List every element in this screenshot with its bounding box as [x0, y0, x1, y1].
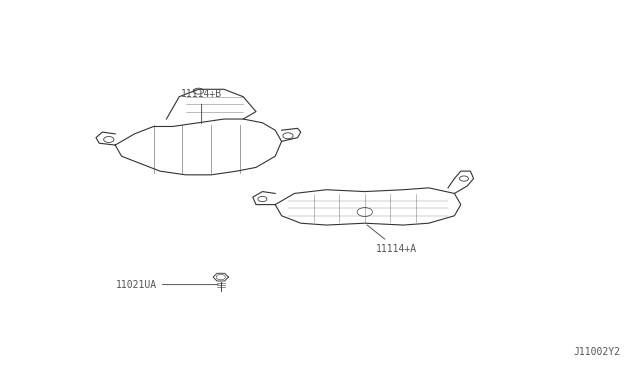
Text: J11002Y2: J11002Y2 — [574, 347, 621, 357]
Text: 11114+B: 11114+B — [181, 89, 222, 124]
Text: 11021UA: 11021UA — [116, 280, 218, 289]
Text: 11114+A: 11114+A — [367, 225, 417, 254]
